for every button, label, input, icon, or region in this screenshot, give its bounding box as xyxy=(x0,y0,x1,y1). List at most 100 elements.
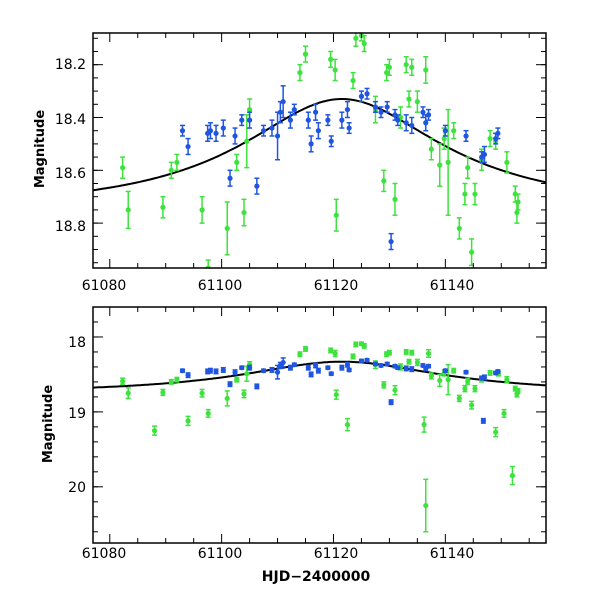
green-point xyxy=(332,350,338,357)
top-panel: Magnitude 18.2 18.4 18.6 18.8 61080 6110… xyxy=(33,32,547,294)
blue-point xyxy=(346,367,352,373)
top-xtick-label: 61100 xyxy=(198,278,243,294)
green-point xyxy=(160,204,166,210)
green-point xyxy=(224,395,230,402)
blue-point xyxy=(269,125,275,131)
blue-point xyxy=(291,106,297,113)
bottom-ytick-label: 19 xyxy=(68,406,86,422)
blue-point xyxy=(308,141,314,147)
green-point xyxy=(361,40,367,47)
blue-point xyxy=(364,91,370,97)
green-point xyxy=(332,67,338,73)
green-point xyxy=(421,422,427,428)
green-point xyxy=(428,373,434,379)
plot-area xyxy=(93,33,546,268)
blue-point xyxy=(358,358,365,364)
blue-point xyxy=(372,361,379,367)
blue-point xyxy=(325,365,331,371)
green-point xyxy=(125,390,131,396)
plot-frame xyxy=(92,32,547,269)
green-point xyxy=(224,225,230,231)
green-point xyxy=(451,368,457,374)
blue-point xyxy=(403,120,409,126)
blue-point xyxy=(328,138,334,144)
blue-point xyxy=(232,133,238,139)
green-point xyxy=(244,138,250,144)
blue-point xyxy=(308,371,314,378)
blue-point xyxy=(220,367,226,373)
model-curve xyxy=(93,98,546,192)
green-point xyxy=(465,165,471,171)
blue-point xyxy=(315,368,321,374)
bottom-panel-xlabel: HJD−2400000 xyxy=(262,569,371,585)
bottom-ytick-label: 18 xyxy=(68,335,86,351)
blue-point xyxy=(185,372,191,378)
green-point xyxy=(414,99,420,105)
top-xtick-label: 61140 xyxy=(430,278,475,294)
green-point xyxy=(241,391,247,397)
green-point xyxy=(409,64,415,70)
top-xtick-label: 61120 xyxy=(314,278,359,294)
green-point xyxy=(456,395,462,402)
green-point xyxy=(493,429,499,435)
top-ytick-label: 18.4 xyxy=(55,112,86,128)
bottom-xtick-label: 61120 xyxy=(314,546,359,562)
green-point xyxy=(160,389,166,396)
blue-point xyxy=(403,365,409,372)
blue-point xyxy=(339,117,345,123)
green-point xyxy=(403,62,409,68)
blue-point xyxy=(260,368,267,374)
green-point xyxy=(501,410,507,416)
green-point xyxy=(381,382,387,388)
green-point xyxy=(425,350,432,357)
blue-point xyxy=(274,369,281,375)
green-point xyxy=(469,249,475,255)
green-point xyxy=(437,162,443,168)
top-ytick-label: 18.6 xyxy=(55,166,86,182)
blue-point xyxy=(388,399,394,405)
bottom-panel-yticklabels: 18 19 20 xyxy=(68,335,86,496)
green-point xyxy=(381,178,387,184)
blue-point xyxy=(239,117,245,123)
blue-point xyxy=(409,366,415,372)
blue-point xyxy=(185,143,191,150)
green-point xyxy=(333,392,339,398)
blue-point xyxy=(420,109,426,115)
green-point xyxy=(244,371,250,377)
green-point xyxy=(414,359,420,366)
green-point xyxy=(151,428,158,434)
blue-point xyxy=(274,133,281,139)
blue-point xyxy=(392,112,398,118)
bottom-xtick-label: 61140 xyxy=(430,546,475,562)
green-point xyxy=(199,207,205,213)
blue-point xyxy=(269,367,275,373)
green-point xyxy=(512,191,518,197)
green-point xyxy=(472,191,478,197)
blue-point xyxy=(328,371,334,377)
green-point xyxy=(174,377,180,383)
green-point xyxy=(168,379,174,385)
bottom-panel-ylabel: Magnitude xyxy=(41,385,56,464)
blue-point xyxy=(384,104,390,110)
blue-point xyxy=(207,368,214,374)
green-point xyxy=(361,343,367,349)
blue-point xyxy=(213,130,219,136)
green-point xyxy=(234,159,240,165)
blue-point xyxy=(207,128,214,134)
top-ytick-label: 18.8 xyxy=(55,219,86,235)
green-point xyxy=(409,350,415,356)
blue-point xyxy=(239,365,245,371)
green-point xyxy=(386,350,393,356)
model-curve xyxy=(93,360,546,389)
blue-point xyxy=(442,128,448,134)
blue-point xyxy=(378,362,384,369)
green-point xyxy=(487,136,493,142)
bottom-xtick-label: 61080 xyxy=(82,546,127,562)
green-point xyxy=(509,472,516,479)
blue-point xyxy=(346,125,352,131)
green-point xyxy=(392,387,398,393)
blue-point xyxy=(280,359,286,366)
blue-point xyxy=(260,128,267,134)
green-point xyxy=(465,378,471,384)
